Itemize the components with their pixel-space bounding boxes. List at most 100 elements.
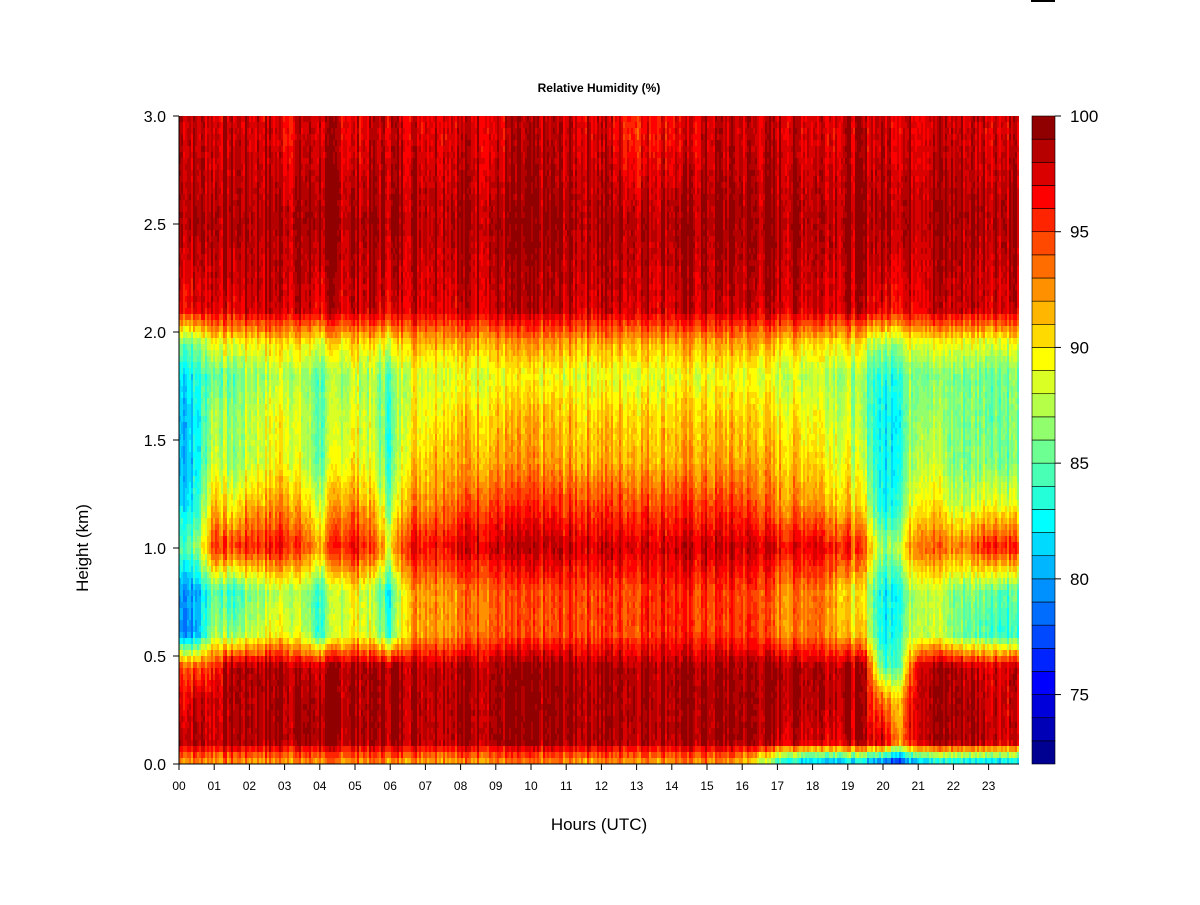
- heatmap-cell: [765, 116, 770, 123]
- heatmap-cell: [719, 152, 724, 159]
- heatmap-cell: [1017, 152, 1020, 159]
- heatmap-cell: [545, 134, 550, 141]
- heatmap-cell: [805, 122, 812, 129]
- heatmap-cell: [241, 158, 246, 165]
- heatmap-cell: [517, 140, 522, 147]
- heatmap-cell: [661, 134, 666, 141]
- heatmap-cell: [701, 116, 706, 123]
- heatmap-cell: [715, 146, 722, 153]
- heatmap-cell: [467, 158, 472, 165]
- heatmap-cell: [227, 122, 232, 129]
- heatmap-cell: [997, 128, 1002, 135]
- heatmap-cell: [875, 158, 880, 165]
- heatmap-cell: [451, 164, 456, 171]
- heatmap-cell: [413, 140, 418, 147]
- heatmap-cell: [813, 134, 818, 141]
- heatmap-cell: [385, 158, 392, 165]
- heatmap-cell: [965, 122, 970, 129]
- heatmap-cell: [377, 140, 382, 147]
- heatmap-cell: [223, 134, 228, 141]
- heatmap-cell: [637, 122, 642, 129]
- heatmap-cell: [905, 128, 910, 135]
- heatmap-cell: [911, 128, 918, 135]
- heatmap-cell: [843, 122, 848, 129]
- heatmap-cell: [269, 158, 274, 165]
- heatmap-cell: [789, 122, 794, 129]
- heatmap-cell: [1003, 140, 1008, 147]
- heatmap-cell: [217, 140, 222, 147]
- heatmap-cell: [183, 170, 188, 177]
- heatmap-cell: [489, 128, 494, 135]
- heatmap-cell: [465, 122, 472, 129]
- heatmap-cell: [241, 140, 246, 147]
- heatmap-cell: [551, 134, 560, 141]
- heatmap-cell: [513, 158, 518, 165]
- heatmap-cell: [581, 134, 586, 141]
- heatmap-cell: [187, 128, 192, 135]
- heatmap-cell: [681, 134, 686, 141]
- heatmap-cell: [929, 152, 934, 159]
- heatmap-cell: [747, 140, 752, 147]
- heatmap-cell: [855, 116, 862, 123]
- heatmap-cell: [489, 122, 494, 129]
- heatmap-cell: [499, 152, 504, 159]
- heatmap-cell: [289, 164, 294, 171]
- heatmap-cell: [417, 128, 422, 135]
- heatmap-cell: [343, 140, 348, 147]
- heatmap-cell: [223, 164, 228, 171]
- heatmap-cell: [899, 164, 904, 171]
- heatmap-cell: [233, 122, 238, 129]
- heatmap-cell: [413, 116, 418, 123]
- heatmap-cell: [695, 116, 702, 123]
- heatmap-cell: [825, 122, 830, 129]
- heatmap-cell: [521, 128, 526, 135]
- heatmap-cell: [671, 158, 676, 165]
- heatmap-cell: [405, 146, 412, 153]
- heatmap-cell: [183, 116, 188, 123]
- heatmap-cell: [875, 116, 880, 123]
- heatmap-cell: [217, 158, 222, 165]
- heatmap-cell: [689, 116, 694, 123]
- heatmap-cell: [807, 116, 818, 123]
- heatmap-cell: [731, 158, 736, 165]
- heatmap-cell: [753, 122, 758, 129]
- heatmap-cell: [759, 146, 764, 153]
- heatmap-cell: [347, 140, 352, 147]
- heatmap-cell: [301, 122, 310, 129]
- heatmap-cell: [917, 158, 922, 165]
- heatmap-cell: [335, 146, 340, 153]
- heatmap-cell: [555, 158, 560, 165]
- heatmap-cell: [917, 134, 924, 141]
- heatmap-cell: [661, 122, 666, 129]
- heatmap-cell: [351, 140, 356, 147]
- heatmap-cell: [559, 146, 564, 153]
- heatmap-cell: [305, 140, 312, 147]
- heatmap-cell: [311, 134, 316, 141]
- heatmap-cell: [511, 146, 516, 153]
- heatmap-cell: [437, 116, 444, 123]
- heatmap-cell: [739, 122, 744, 129]
- heatmap-cell: [437, 164, 444, 171]
- heatmap-cell: [375, 170, 380, 177]
- heatmap-cell: [325, 122, 330, 129]
- heatmap-cell: [817, 134, 822, 141]
- heatmap-cell: [259, 146, 266, 153]
- heatmap-cell: [347, 116, 352, 123]
- heatmap-cell: [669, 134, 674, 141]
- heatmap-cell: [625, 122, 636, 129]
- heatmap-cell: [275, 134, 280, 141]
- heatmap-cell: [283, 140, 288, 147]
- heatmap-cell: [201, 158, 206, 165]
- heatmap-cell: [411, 134, 418, 141]
- heatmap-cell: [183, 158, 188, 165]
- heatmap-cell: [615, 122, 620, 129]
- heatmap-cell: [755, 140, 760, 147]
- heatmap-cell: [965, 164, 970, 171]
- heatmap-cell: [633, 164, 638, 171]
- heatmap-cell: [343, 164, 348, 171]
- heatmap-cell: [361, 152, 370, 159]
- heatmap-cell: [893, 122, 898, 129]
- heatmap-cell: [847, 122, 852, 129]
- heatmap-cell: [905, 134, 910, 141]
- heatmap-cell: [735, 116, 740, 123]
